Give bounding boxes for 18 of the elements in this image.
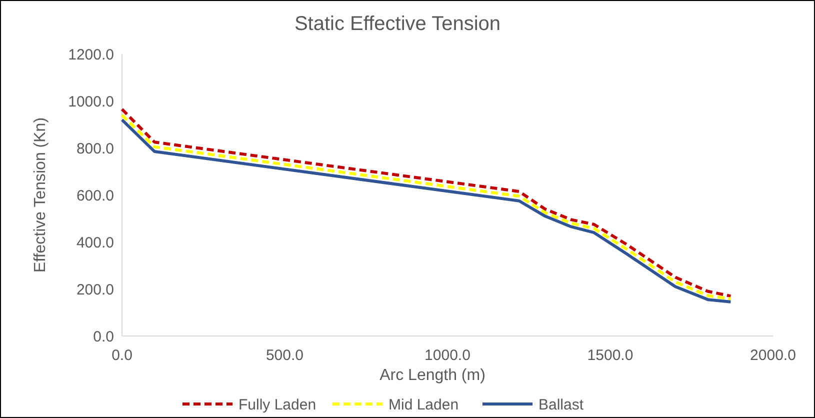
legend-label: Ballast [538,396,584,414]
x-tick-label: 500.0 [266,347,304,364]
y-tick-label: 200.0 [76,281,114,298]
legend-label: Mid Laden [388,396,459,414]
x-tick-label: 1000.0 [424,347,470,364]
x-tick-label: 2000.0 [750,347,796,364]
y-tick-label: 1000.0 [68,93,114,110]
y-tick-label: 1200.0 [68,46,114,64]
y-tick-label: 600.0 [76,187,114,204]
y-tick-label: 800.0 [76,140,114,158]
y-tick-label: 400.0 [76,234,114,252]
x-axis-title: Arc Length (m) [380,367,486,384]
y-tick-label: 0.0 [93,328,114,346]
legend-label: Fully Laden [238,396,316,414]
x-tick-label: 0.0 [112,347,132,364]
y-axis-title: Effective Tension (Kn) [32,117,49,273]
x-tick-label: 1500.0 [587,347,634,364]
chart-title: Static Effective Tension [294,13,501,35]
